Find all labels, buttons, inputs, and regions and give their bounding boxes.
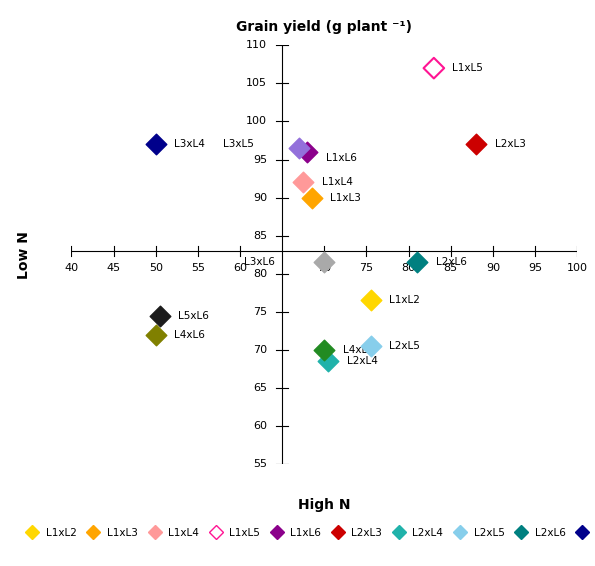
Text: L5xL6: L5xL6 — [178, 311, 209, 320]
Point — [324, 357, 333, 366]
Text: L4xL6: L4xL6 — [174, 329, 205, 340]
Text: 100: 100 — [246, 117, 267, 126]
Text: 40: 40 — [64, 263, 79, 273]
Text: 75: 75 — [253, 307, 267, 317]
Text: 80: 80 — [402, 263, 416, 273]
Text: 80: 80 — [253, 269, 267, 278]
Text: L1xL5: L1xL5 — [452, 63, 483, 73]
Text: 70: 70 — [317, 263, 331, 273]
Text: 95: 95 — [253, 155, 267, 165]
Text: L4xL5: L4xL5 — [343, 345, 374, 355]
Text: 70: 70 — [253, 345, 267, 355]
Text: 110: 110 — [246, 40, 267, 50]
Legend: L1xL2, L1xL3, L1xL4, L1xL5, L1xL6, L2xL3, L2xL4, L2xL5, L2xL6, L3xL4: L1xL2, L1xL3, L1xL4, L1xL5, L1xL6, L2xL3… — [18, 524, 595, 542]
Text: 45: 45 — [107, 263, 121, 273]
Text: L2xL3: L2xL3 — [494, 139, 525, 149]
Point — [155, 311, 165, 320]
Text: Low N: Low N — [17, 231, 31, 278]
Text: 55: 55 — [253, 459, 267, 469]
Point — [303, 147, 312, 156]
Point — [320, 345, 329, 354]
Text: 60: 60 — [253, 421, 267, 431]
Text: 55: 55 — [191, 263, 205, 273]
Point — [320, 258, 329, 267]
Text: L1xL4: L1xL4 — [322, 177, 353, 187]
Point — [151, 140, 161, 149]
Text: L2xL5: L2xL5 — [389, 341, 420, 351]
Text: 90: 90 — [486, 263, 500, 273]
Text: 50: 50 — [149, 263, 162, 273]
Point — [151, 330, 161, 339]
Text: 75: 75 — [359, 263, 374, 273]
Text: 60: 60 — [233, 263, 247, 273]
Text: L3xL5: L3xL5 — [223, 139, 254, 149]
Text: L3xL6: L3xL6 — [244, 258, 275, 267]
Text: 90: 90 — [253, 192, 267, 203]
Text: High N: High N — [298, 498, 350, 512]
Point — [295, 144, 304, 153]
Text: 85: 85 — [444, 263, 458, 273]
Text: 65: 65 — [253, 383, 267, 393]
Text: 105: 105 — [246, 78, 267, 88]
Point — [366, 341, 375, 350]
Text: L1xL6: L1xL6 — [326, 153, 357, 163]
Point — [412, 258, 422, 267]
Text: 95: 95 — [528, 263, 542, 273]
Title: Grain yield (g plant ⁻¹): Grain yield (g plant ⁻¹) — [236, 20, 412, 35]
Text: 100: 100 — [566, 263, 588, 273]
Text: L2xL4: L2xL4 — [347, 357, 378, 366]
Text: 85: 85 — [253, 231, 267, 241]
Text: L1xL2: L1xL2 — [389, 295, 420, 306]
Text: L2xL6: L2xL6 — [436, 258, 466, 267]
Text: L3xL4: L3xL4 — [174, 139, 205, 149]
Point — [471, 140, 481, 149]
Text: L1xL3: L1xL3 — [330, 192, 361, 203]
Point — [307, 193, 317, 202]
Point — [366, 296, 375, 305]
Point — [429, 63, 439, 72]
Point — [299, 178, 308, 187]
